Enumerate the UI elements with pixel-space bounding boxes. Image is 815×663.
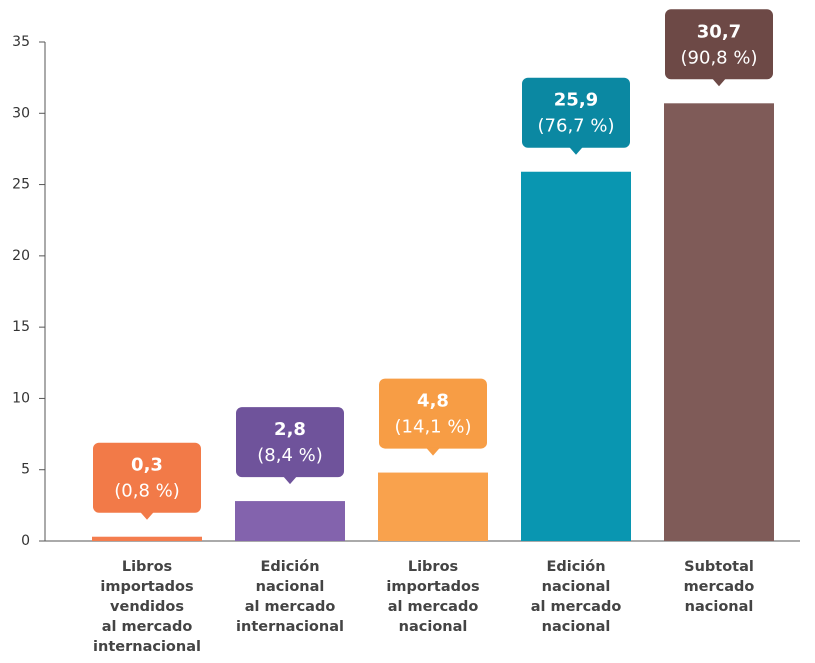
label-box bbox=[93, 442, 201, 513]
x-tick-label: al mercado bbox=[245, 599, 336, 615]
x-tick-label: nacional bbox=[256, 579, 325, 595]
x-tick-label: nacional bbox=[399, 619, 468, 635]
y-tick-label: 15 bbox=[12, 319, 30, 335]
bar bbox=[521, 171, 631, 542]
x-tick-label: al mercado bbox=[102, 619, 193, 635]
x-tick-label: al mercado bbox=[531, 599, 622, 615]
bar bbox=[378, 472, 488, 541]
label-box bbox=[665, 9, 773, 80]
bar bbox=[235, 501, 345, 541]
y-tick-label: 30 bbox=[12, 105, 30, 121]
percent-label: (90,8 %) bbox=[681, 47, 758, 68]
x-tick-label: Subtotal bbox=[684, 559, 754, 575]
percent-label: (0,8 %) bbox=[114, 481, 180, 502]
bar bbox=[92, 536, 202, 541]
label-box bbox=[236, 407, 344, 478]
percent-label: (76,7 %) bbox=[538, 116, 615, 137]
value-label: 0,3 bbox=[131, 455, 163, 476]
x-tick-label: nacional bbox=[542, 579, 611, 595]
label-pointer bbox=[426, 447, 440, 456]
y-tick-label: 5 bbox=[21, 462, 30, 478]
x-tick-label: mercado bbox=[684, 579, 755, 595]
value-label: 4,8 bbox=[417, 391, 449, 412]
x-tick-label: nacional bbox=[542, 619, 611, 635]
y-tick-label: 0 bbox=[21, 533, 30, 549]
y-tick-label: 25 bbox=[12, 177, 30, 193]
label-pointer bbox=[712, 78, 726, 87]
x-tick-label: internacional bbox=[93, 639, 201, 655]
x-tick-label: Libros bbox=[408, 559, 458, 575]
x-tick-label: al mercado bbox=[388, 599, 479, 615]
x-tick-label: importados bbox=[100, 579, 193, 595]
bar bbox=[664, 103, 774, 541]
value-label: 30,7 bbox=[697, 21, 741, 42]
label-pointer bbox=[140, 511, 154, 520]
x-tick-label: Edición bbox=[546, 559, 605, 575]
label-box bbox=[522, 77, 630, 148]
value-label: 25,9 bbox=[554, 90, 598, 111]
y-tick-label: 20 bbox=[12, 248, 30, 264]
value-label: 2,8 bbox=[274, 419, 306, 440]
label-pointer bbox=[569, 146, 583, 155]
y-tick-label: 10 bbox=[12, 390, 30, 406]
y-tick-label: 35 bbox=[12, 34, 30, 50]
x-tick-label: importados bbox=[386, 579, 479, 595]
x-tick-label: Libros bbox=[122, 559, 172, 575]
percent-label: (8,4 %) bbox=[257, 445, 323, 466]
x-tick-label: Edición bbox=[260, 559, 319, 575]
x-tick-label: nacional bbox=[685, 599, 754, 615]
label-pointer bbox=[283, 476, 297, 485]
x-tick-label: vendidos bbox=[110, 599, 184, 615]
percent-label: (14,1 %) bbox=[395, 417, 472, 438]
label-box bbox=[379, 378, 487, 449]
x-tick-label: internacional bbox=[236, 619, 344, 635]
